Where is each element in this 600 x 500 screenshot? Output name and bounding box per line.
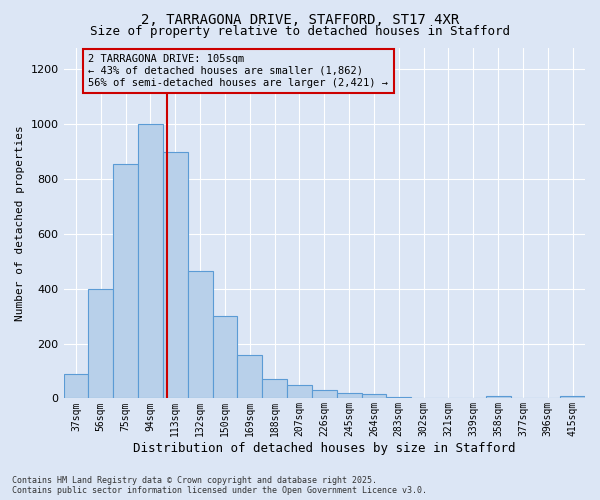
Bar: [138, 124, 163, 398]
Text: Contains HM Land Registry data © Crown copyright and database right 2025.
Contai: Contains HM Land Registry data © Crown c…: [12, 476, 427, 495]
Bar: [312, 390, 337, 398]
Bar: [362, 394, 386, 398]
Bar: [262, 379, 287, 398]
Bar: [88, 289, 113, 399]
Bar: [386, 397, 411, 398]
Bar: [163, 152, 188, 398]
Bar: [287, 384, 312, 398]
Text: Size of property relative to detached houses in Stafford: Size of property relative to detached ho…: [90, 25, 510, 38]
Text: 2 TARRAGONA DRIVE: 105sqm
← 43% of detached houses are smaller (1,862)
56% of se: 2 TARRAGONA DRIVE: 105sqm ← 43% of detac…: [88, 54, 388, 88]
Bar: [238, 354, 262, 399]
Bar: [485, 396, 511, 398]
Text: 2, TARRAGONA DRIVE, STAFFORD, ST17 4XR: 2, TARRAGONA DRIVE, STAFFORD, ST17 4XR: [141, 12, 459, 26]
X-axis label: Distribution of detached houses by size in Stafford: Distribution of detached houses by size …: [133, 442, 515, 455]
Bar: [337, 393, 362, 398]
Bar: [64, 374, 88, 398]
Bar: [212, 316, 238, 398]
Bar: [560, 396, 585, 398]
Y-axis label: Number of detached properties: Number of detached properties: [15, 125, 25, 321]
Bar: [113, 164, 138, 398]
Bar: [188, 271, 212, 398]
